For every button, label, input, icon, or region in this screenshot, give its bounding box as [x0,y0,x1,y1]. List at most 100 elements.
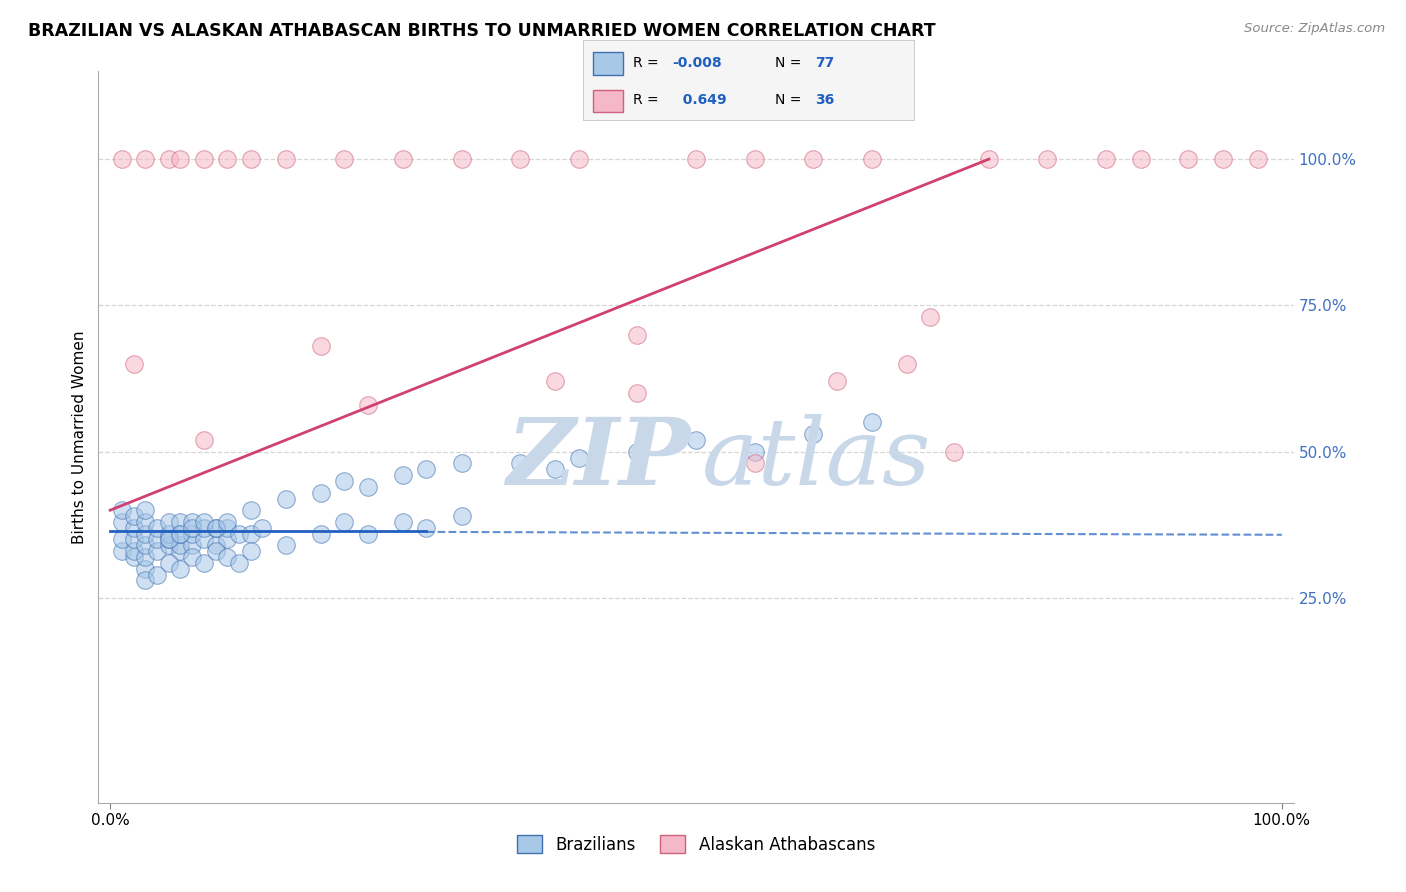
Point [181,538,204,552]
Point [1247,152,1270,166]
Point [146,533,169,547]
Point [685,433,707,447]
Point [157,526,180,541]
Point [568,152,591,166]
Point [169,544,191,558]
Point [217,549,239,564]
Point [450,509,472,524]
Point [193,521,215,535]
Point [181,549,204,564]
Point [157,515,180,529]
Text: R =: R = [633,55,664,70]
Point [274,152,297,166]
Point [977,152,1000,166]
Point [1212,152,1234,166]
Point [217,515,239,529]
Point [333,152,356,166]
Point [134,538,156,552]
Point [309,526,332,541]
Point [333,515,356,529]
Point [157,556,180,570]
Point [134,503,156,517]
Point [920,310,942,325]
Point [169,526,191,541]
Point [825,375,848,389]
Point [193,515,215,529]
Point [509,152,531,166]
Point [169,538,191,552]
Point [181,521,204,535]
Point [146,544,169,558]
Point [122,357,145,371]
Point [239,526,262,541]
Point [626,444,648,458]
Point [122,521,145,535]
Point [744,444,766,458]
Point [357,480,380,494]
Point [193,433,215,447]
Point [357,398,380,412]
Point [204,538,226,552]
Text: atlas: atlas [702,414,931,504]
Point [744,152,766,166]
Text: Source: ZipAtlas.com: Source: ZipAtlas.com [1244,22,1385,36]
Point [544,375,567,389]
Point [450,457,472,471]
Point [181,515,204,529]
Text: R =: R = [633,93,664,106]
Point [134,562,156,576]
Point [204,544,226,558]
Point [111,503,134,517]
Point [169,515,191,529]
Point [228,526,250,541]
Point [157,533,180,547]
Point [111,515,134,529]
Point [626,327,648,342]
Point [239,503,262,517]
Point [157,152,180,166]
Point [801,152,824,166]
Text: ZIP: ZIP [506,414,690,504]
Point [193,533,215,547]
Point [169,562,191,576]
Point [217,521,239,535]
Point [357,526,380,541]
Point [392,515,415,529]
Point [392,468,415,483]
Legend: Brazilians, Alaskan Athabascans: Brazilians, Alaskan Athabascans [510,829,882,860]
Point [744,457,766,471]
Point [111,152,134,166]
Point [942,444,965,458]
Point [333,474,356,488]
FancyBboxPatch shape [593,52,623,75]
Point [801,427,824,442]
Point [204,521,226,535]
Point [193,152,215,166]
Point [252,521,274,535]
Point [134,526,156,541]
Point [239,544,262,558]
Text: 0.649: 0.649 [672,93,727,106]
Point [1036,152,1059,166]
Point [157,533,180,547]
Point [415,521,437,535]
Point [1130,152,1153,166]
Point [568,450,591,465]
Point [274,538,297,552]
Point [181,526,204,541]
Point [685,152,707,166]
Point [134,574,156,588]
Point [860,416,883,430]
Point [217,533,239,547]
Point [228,556,250,570]
Point [450,152,472,166]
Point [239,152,262,166]
Point [1177,152,1199,166]
Text: BRAZILIAN VS ALASKAN ATHABASCAN BIRTHS TO UNMARRIED WOMEN CORRELATION CHART: BRAZILIAN VS ALASKAN ATHABASCAN BIRTHS T… [28,22,936,40]
Point [122,509,145,524]
Point [509,457,531,471]
Point [860,152,883,166]
Y-axis label: Births to Unmarried Women: Births to Unmarried Women [72,330,87,544]
Point [415,462,437,476]
Point [122,544,145,558]
